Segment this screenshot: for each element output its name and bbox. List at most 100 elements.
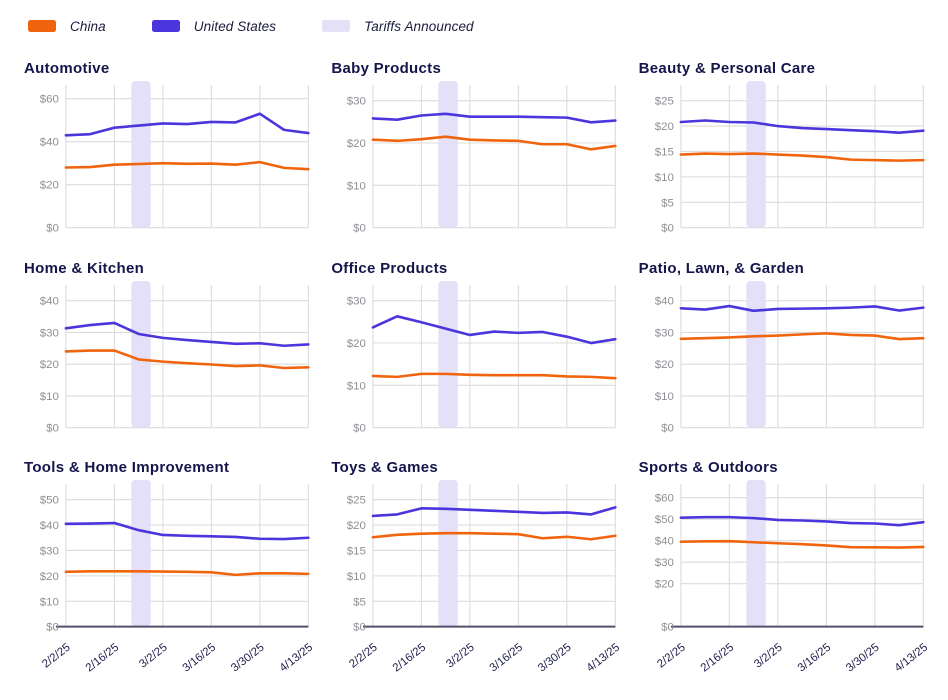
y-tick-label: $10 (654, 391, 673, 403)
series-line-united-states (64, 321, 310, 347)
series-line-china (679, 152, 925, 162)
line-chart: $0 $10 $20 $30 (347, 280, 617, 434)
tariffs-announced-band (438, 480, 459, 627)
y-tick-label: $15 (654, 146, 673, 158)
chart-legend: China United States Tariffs Announced (22, 8, 928, 42)
series-line-china (371, 372, 617, 380)
series-line-united-states (679, 304, 925, 312)
x-tick-label: 3/30/25 (229, 642, 267, 675)
x-tick-label: 2/2/25 (348, 642, 381, 671)
chart-title: Baby Products (331, 60, 442, 77)
legend-label-tariffs-announced: Tariffs Announced (364, 18, 474, 34)
y-tick-label: $0 (46, 223, 59, 235)
y-tick-label: $0 (46, 422, 59, 434)
y-tick-label: $0 (661, 422, 674, 434)
line-chart: $0 $5 $10 $15 $20 $25 2/2/25 2/16/25 3/2/25 3/16/… (347, 480, 621, 675)
tariffs-announced-band (746, 280, 766, 428)
series-line-china (371, 532, 617, 541)
y-tick-label: $40 (40, 137, 59, 149)
chart-title: Tools & Home Improvement (24, 459, 230, 477)
chart-title: Office Products (331, 259, 448, 277)
chart-cell: Baby Products $0 $10 $20 $30 (329, 60, 620, 238)
chart-cell: Patio, Lawn, & Garden $0 $10 $20 $30 $40 (637, 260, 928, 438)
y-tick-label: $5 (353, 597, 366, 609)
y-tick-label: $50 (654, 514, 673, 526)
x-tick-label: 2/16/25 (84, 642, 122, 675)
y-tick-label: $20 (40, 571, 59, 583)
chart-cell: Sports & Outdoors $0 $20 $30 $40 $50 $60 2/2/25… (637, 459, 928, 696)
chart-cell: Automotive $0 $20 $40 $60 (22, 60, 313, 238)
y-tick-label: $50 (40, 495, 59, 507)
y-tick-label: $0 (353, 223, 366, 235)
y-tick-label: $0 (46, 622, 59, 634)
x-tick-label: 2/2/25 (655, 642, 688, 671)
series-line-china (679, 540, 925, 550)
line-chart: $0 $20 $30 $40 $50 $60 2/2/25 2/16/25 3/2/25 3/16… (654, 480, 928, 675)
chart-title: Beauty & Personal Care (638, 60, 816, 77)
tariffs-announced-band (746, 480, 766, 627)
line-chart: $0 $10 $20 $30 (347, 81, 617, 235)
y-tick-label: $10 (347, 571, 366, 583)
legend-item-united-states: United States (151, 19, 276, 34)
y-tick-label: $60 (654, 493, 673, 505)
chart-cell: Home & Kitchen $0 $10 $20 $30 $40 (22, 260, 313, 438)
y-tick-label: $25 (347, 495, 366, 507)
charts-grid: Automotive $0 $20 $40 $60 Baby Products $0 $10 $… (22, 60, 928, 696)
legend-label-china: China (70, 18, 106, 34)
chart-cell: Office Products $0 $10 $20 $30 (329, 260, 620, 438)
y-tick-label: $20 (40, 359, 59, 371)
y-tick-label: $25 (654, 96, 673, 108)
x-tick-label: 3/16/25 (795, 642, 833, 675)
series-line-china (679, 331, 925, 341)
chart-title: Toys & Games (331, 459, 439, 477)
line-chart: $0 $10 $20 $30 $40 (40, 280, 310, 434)
line-chart: $0 $20 $40 $60 (40, 81, 310, 235)
x-tick-label: 4/13/25 (585, 642, 621, 675)
y-tick-label: $20 (654, 121, 673, 133)
y-tick-label: $30 (654, 557, 673, 569)
chart-title: Home & Kitchen (24, 259, 145, 277)
y-tick-label: $10 (347, 180, 366, 192)
series-line-united-states (679, 119, 925, 134)
y-tick-label: $30 (347, 295, 366, 307)
tariffs-announced-band (438, 280, 459, 428)
y-tick-label: $0 (353, 622, 366, 634)
x-tick-label: 2/16/25 (391, 642, 429, 675)
y-tick-label: $20 (654, 579, 673, 591)
series-line-china (371, 135, 617, 151)
tariffs-band-swatch (322, 20, 351, 32)
y-tick-label: $30 (40, 546, 59, 558)
x-tick-label: 4/13/25 (278, 642, 314, 675)
chart-title: Automotive (24, 60, 110, 77)
legend-item-china: China (28, 19, 106, 34)
x-tick-label: 3/2/25 (752, 642, 785, 671)
series-line-united-states (64, 521, 310, 541)
y-tick-label: $20 (347, 520, 366, 532)
legend-item-tariffs-announced: Tariffs Announced (322, 19, 474, 34)
y-tick-label: $10 (40, 391, 59, 403)
chart-cell: Beauty & Personal Care $0 $5 $10 $15 $20 $25 (637, 60, 928, 238)
y-tick-label: $10 (654, 172, 673, 184)
y-tick-label: $20 (40, 180, 59, 192)
united-states-series-swatch (151, 20, 180, 32)
series-line-china (64, 348, 310, 369)
x-tick-label: 3/30/25 (844, 642, 882, 675)
y-tick-label: $5 (661, 197, 674, 209)
series-line-united-states (371, 506, 617, 518)
chart-cell: Toys & Games $0 $5 $10 $15 $20 $25 2/2/25 2/16/2… (329, 459, 620, 696)
x-tick-label: 3/16/25 (488, 642, 526, 675)
chart-title: Patio, Lawn, & Garden (638, 259, 805, 277)
x-tick-label: 3/30/25 (536, 642, 574, 675)
x-tick-label: 3/16/25 (181, 642, 219, 675)
y-tick-label: $10 (347, 380, 366, 392)
y-tick-label: $30 (40, 327, 59, 339)
tariffs-announced-band (131, 280, 151, 428)
x-tick-label: 3/2/25 (137, 642, 170, 671)
y-tick-label: $30 (654, 327, 673, 339)
line-chart: $0 $10 $20 $30 $40 (654, 280, 925, 434)
y-tick-label: $40 (40, 295, 59, 307)
series-line-united-states (679, 516, 925, 527)
x-tick-label: 3/2/25 (445, 642, 478, 671)
tariffs-announced-band (438, 81, 459, 228)
